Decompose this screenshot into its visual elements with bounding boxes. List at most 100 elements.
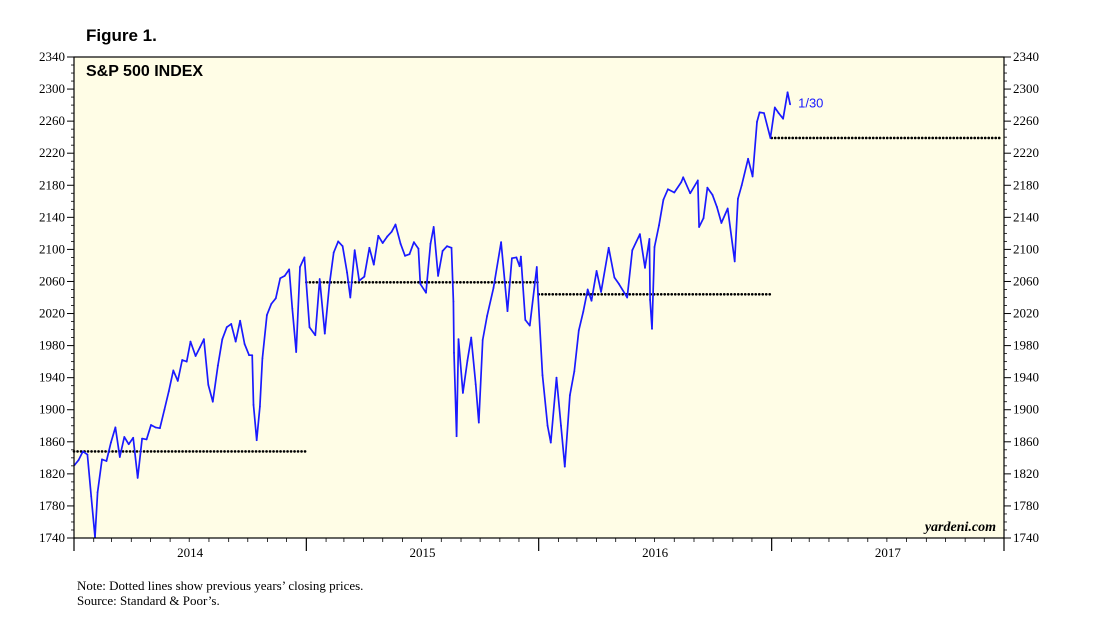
data-point	[682, 176, 685, 179]
data-point	[145, 438, 148, 441]
data-point	[560, 424, 562, 427]
data-point	[341, 245, 344, 248]
y-tick-label-right: 2260	[1013, 113, 1039, 128]
data-point	[105, 460, 108, 462]
data-point	[314, 334, 317, 337]
y-tick-label-left: 2220	[39, 145, 65, 160]
data-point	[528, 324, 531, 327]
y-tick-label-left: 1860	[39, 434, 65, 449]
data-point	[358, 279, 361, 282]
data-point	[288, 268, 291, 271]
data-point	[789, 103, 792, 106]
data-point	[626, 296, 629, 299]
data-point	[782, 117, 785, 120]
data-point	[189, 340, 192, 343]
data-point	[216, 364, 219, 367]
data-point	[274, 297, 277, 300]
data-point	[590, 299, 593, 302]
data-point	[308, 326, 311, 329]
data-point	[773, 106, 776, 109]
data-point	[698, 226, 700, 228]
data-point	[96, 491, 99, 494]
data-point	[537, 293, 539, 296]
data-point	[733, 260, 736, 263]
data-point	[546, 424, 549, 427]
data-point	[786, 91, 789, 94]
data-point	[511, 257, 513, 260]
data-point	[437, 274, 440, 277]
data-point	[450, 246, 453, 249]
data-point	[457, 338, 460, 341]
data-point	[172, 369, 175, 372]
data-point	[419, 282, 422, 285]
data-point	[758, 111, 761, 114]
y-tick-label-right: 2060	[1013, 273, 1039, 288]
data-point	[500, 241, 503, 244]
y-tick-label-right: 2340	[1013, 49, 1039, 64]
data-point	[429, 242, 432, 245]
y-tick-label-left: 1780	[39, 498, 65, 513]
data-point	[230, 323, 233, 325]
data-point	[77, 459, 80, 462]
data-point	[408, 253, 411, 256]
data-point	[252, 404, 255, 406]
data-point	[595, 270, 598, 272]
y-tick-label-right: 2180	[1013, 177, 1039, 192]
data-point	[716, 206, 718, 208]
data-point	[649, 299, 651, 301]
figure-label: Figure 1.	[86, 26, 157, 45]
y-tick-label-left: 2260	[39, 113, 65, 128]
data-point	[644, 266, 646, 269]
data-point	[251, 354, 254, 357]
y-tick-label-right: 1900	[1013, 402, 1039, 417]
data-point	[417, 247, 420, 250]
data-point	[524, 319, 527, 321]
data-point	[506, 310, 509, 313]
data-point	[349, 296, 352, 299]
end-annotation: 1/30	[798, 95, 823, 110]
data-point	[769, 137, 772, 139]
x-year-label: 2014	[177, 545, 204, 560]
notes: Note: Dotted lines show previous years’ …	[77, 578, 363, 608]
data-point	[283, 274, 286, 277]
data-point	[689, 192, 692, 195]
data-point	[181, 359, 184, 361]
data-point	[711, 193, 714, 196]
data-point	[477, 421, 480, 424]
chart-title: S&P 500 INDEX	[86, 63, 203, 80]
x-year-label: 2015	[410, 545, 436, 560]
data-point	[466, 359, 469, 362]
data-point	[613, 276, 616, 279]
data-point	[577, 329, 580, 332]
data-point	[737, 197, 739, 200]
data-point	[127, 443, 130, 446]
data-point	[265, 314, 268, 317]
data-point	[261, 357, 264, 360]
data-point	[486, 315, 489, 317]
y-tick-label-left: 2100	[39, 241, 65, 256]
data-point	[299, 266, 301, 268]
data-point	[363, 275, 366, 278]
y-tick-label-right: 1820	[1013, 466, 1039, 481]
data-point	[515, 256, 518, 259]
y-tick-label-right: 2140	[1013, 209, 1039, 224]
data-point	[372, 263, 375, 266]
data-point	[413, 241, 415, 244]
data-point	[399, 242, 402, 245]
y-tick-label-left: 1820	[39, 466, 65, 481]
data-point	[377, 234, 380, 237]
data-point	[243, 343, 246, 345]
y-tick-label-left: 2060	[39, 273, 65, 288]
data-point	[658, 224, 660, 227]
data-point	[535, 266, 538, 268]
y-tick-label-right: 1740	[1013, 530, 1039, 545]
data-point	[101, 458, 103, 461]
source-text: Source: Standard & Poor’s.	[77, 593, 220, 608]
data-point	[481, 339, 484, 341]
y-tick-label-left: 1900	[39, 402, 65, 417]
data-point	[462, 391, 464, 394]
data-point	[194, 355, 197, 357]
data-point	[110, 441, 112, 444]
data-point	[82, 450, 84, 453]
